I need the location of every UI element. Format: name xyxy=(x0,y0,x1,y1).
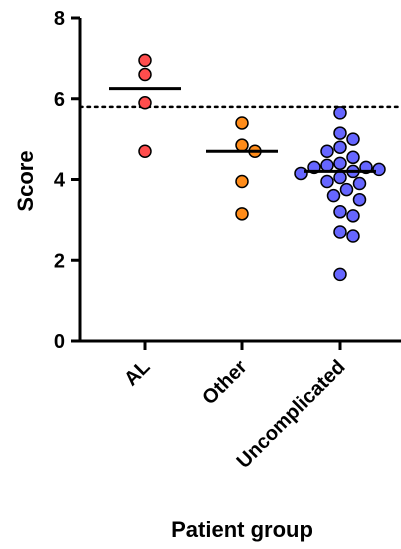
y-axis-title: Score xyxy=(13,150,38,211)
data-point xyxy=(333,205,347,219)
data-point xyxy=(352,176,367,191)
y-tick-label: 6 xyxy=(54,89,65,111)
data-point xyxy=(372,162,386,177)
data-point xyxy=(294,166,308,181)
data-point xyxy=(346,132,360,146)
axes xyxy=(71,16,401,350)
data-point xyxy=(320,144,334,158)
data-point xyxy=(235,116,249,130)
x-axis-title: Patient group xyxy=(171,517,313,542)
data-point xyxy=(320,158,334,173)
marks xyxy=(78,53,401,282)
data-point xyxy=(235,138,249,152)
data-point xyxy=(352,192,367,207)
data-point xyxy=(346,229,360,243)
data-point xyxy=(326,188,341,203)
data-point xyxy=(333,140,347,154)
data-point xyxy=(333,267,347,282)
data-point xyxy=(333,225,347,239)
data-point xyxy=(138,53,152,68)
data-point xyxy=(333,156,347,171)
data-point xyxy=(333,106,347,120)
data-point xyxy=(346,150,360,165)
y-tick-label: 2 xyxy=(54,250,65,272)
data-point xyxy=(235,174,249,189)
x-tick-label: Uncomplicated xyxy=(233,356,350,473)
data-point xyxy=(320,174,334,189)
data-point xyxy=(235,207,249,221)
x-tick-label: AL xyxy=(120,356,154,390)
data-point xyxy=(138,144,152,158)
data-point xyxy=(339,182,354,197)
data-point xyxy=(138,67,152,82)
y-tick-label: 8 xyxy=(54,8,65,30)
data-point xyxy=(346,209,360,223)
data-point xyxy=(333,170,347,185)
data-point xyxy=(138,96,152,110)
data-point xyxy=(333,126,347,140)
y-tick-label: 0 xyxy=(54,331,65,353)
labels: Score Patient group 0 2 4 6 8 AL OtherUncompli… xyxy=(13,8,350,542)
y-tick-label: 4 xyxy=(54,170,66,192)
x-tick-label: Other xyxy=(198,356,251,409)
